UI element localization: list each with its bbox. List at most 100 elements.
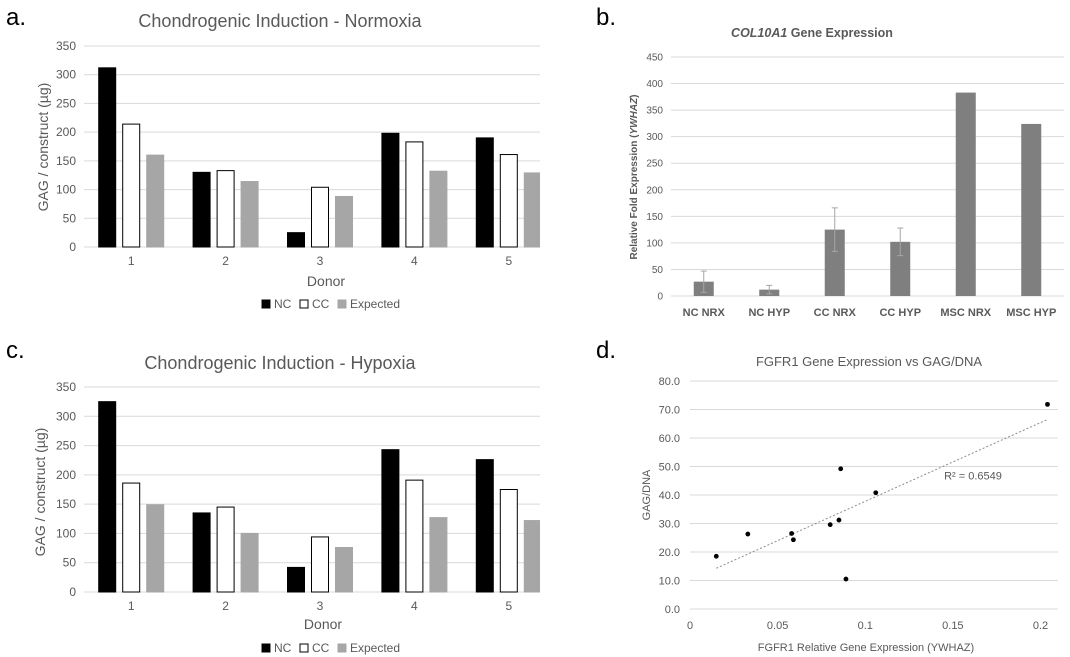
bar-cc [122,482,141,593]
bar-cc [405,141,424,248]
bar-expected [429,517,448,593]
y-tick-label: 400 [646,79,663,90]
y-tick-label: 30.0 [659,519,680,531]
bar-nc [475,459,494,593]
r-squared-label: R² = 0.6549 [944,470,1002,482]
legend-label: CC [312,641,330,655]
panel-label-d: d. [596,337,617,364]
data-point [745,531,751,537]
y-tick-label: 100 [646,238,663,249]
x-tick-label: 0.1 [858,620,873,632]
y-axis-label: GAG / construct (µg) [35,83,51,212]
chart-title: Chondrogenic Induction - Hypoxia [144,353,416,373]
y-axis-label-main: Relative Fold Expression ( [629,134,640,260]
bar-expected [429,170,448,248]
legend-swatch [261,643,271,653]
chart-title: COL10A1 Gene Expression [731,26,893,40]
chart-col10a1: COL10A1 Gene Expression Relative Fold Ex… [629,26,1064,319]
panel-label-c: c. [6,337,25,364]
y-tick-label: 150 [646,212,663,223]
bar-expected [523,172,540,248]
bar-cc [122,123,141,248]
y-tick-label: 20.0 [659,547,680,559]
x-tick-label: 0.05 [767,620,788,632]
y-tick-label: 50.0 [659,462,680,474]
y-tick-label: 300 [646,132,663,143]
bar-expected [335,546,353,593]
x-tick-label: 0 [687,620,693,632]
y-axis-label-italic: YWHAZ [629,97,640,135]
y-tick-label: 150 [56,497,76,511]
legend-swatch [299,643,309,653]
bar [890,241,911,296]
chart-fgfr1-scatter: FGFR1 Gene Expression vs GAG/DNA GAG/DNA… [641,354,1058,654]
x-tick-label: CC NRX [814,307,857,319]
data-point [790,537,796,543]
y-tick-label: 50 [652,265,664,276]
bar-nc [192,171,211,248]
bar [955,92,976,296]
legend-label: NC [274,297,292,311]
x-tick-label: 1 [128,599,135,613]
trendline [716,419,1048,569]
x-tick-label: CC HYP [879,307,921,319]
bar-expected [240,181,259,248]
y-tick-label: 100 [56,526,76,540]
x-tick-label: 5 [505,599,512,613]
legend-label: CC [312,297,330,311]
bar-expected [335,195,353,248]
y-tick-label: 300 [56,409,76,423]
y-tick-label: 350 [56,39,76,53]
y-tick-label: 50 [63,556,77,570]
bar-nc [98,401,117,593]
x-tick-label: 0.15 [942,620,963,632]
bar-nc [381,132,400,248]
y-tick-label: 250 [56,96,76,110]
x-tick-label: 5 [505,254,512,268]
y-tick-label: 80.0 [659,376,680,388]
bar-expected [240,532,259,593]
chart-title-rest: Gene Expression [787,26,893,40]
x-axis-label: FGFR1 Relative Gene Expression (YWHAZ) [758,642,974,654]
y-tick-label: 0 [657,292,663,303]
legend-swatch [337,299,347,309]
bar-cc [311,536,329,593]
x-tick-label: NC NRX [683,307,726,319]
y-tick-label: 350 [56,380,76,394]
panel-label-a: a. [6,4,27,31]
y-tick-label: 150 [56,154,76,168]
data-point [827,522,833,528]
chart-title-gene: COL10A1 [731,26,787,40]
y-axis-label: Relative Fold Expression (YWHAZ) [629,94,640,259]
y-tick-label: 70.0 [659,405,680,417]
legend-label: NC [274,641,292,655]
legend-swatch [299,299,309,309]
bar-cc [405,479,424,593]
y-tick-label: 200 [56,125,76,139]
data-point [836,517,842,523]
data-point [843,576,849,582]
x-tick-label: 4 [411,599,418,613]
bar-expected [146,504,165,593]
x-tick-label: MSC NRX [940,307,991,319]
y-tick-label: 0 [69,585,76,599]
bar-nc [192,512,211,593]
legend-label: Expected [350,297,400,311]
x-axis-label: Donor [307,273,345,289]
x-tick-label: 0.2 [1033,620,1048,632]
y-tick-label: 0.0 [665,604,680,616]
y-tick-label: 50 [63,211,77,225]
bar-nc [475,137,494,248]
y-tick-label: 100 [56,183,76,197]
bar-cc [311,186,329,248]
bar-nc [98,67,117,248]
x-tick-label: 2 [222,599,229,613]
bar-cc [499,154,518,248]
x-tick-label: 2 [222,254,229,268]
y-axis-label-end: ) [629,94,640,97]
y-tick-label: 450 [646,53,663,64]
bar-cc [216,170,235,248]
legend-swatch [337,643,347,653]
bar-expected [523,520,540,593]
bar [824,229,845,296]
